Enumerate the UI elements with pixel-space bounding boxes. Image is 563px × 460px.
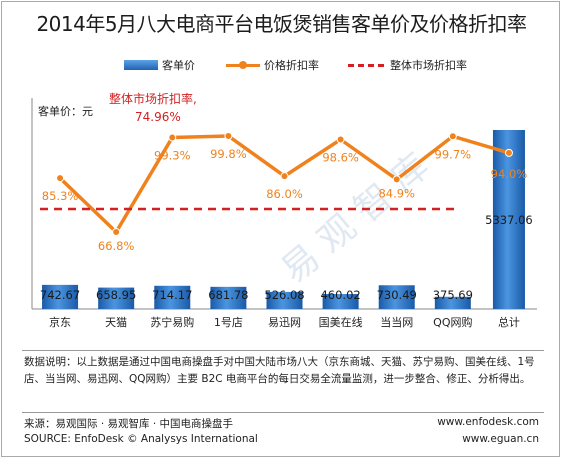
bar-label: 5337.06 xyxy=(485,213,533,227)
market-discount-caption: 整体市场折扣率, xyxy=(109,91,197,106)
bar xyxy=(98,287,135,309)
data-note: 数据说明：以上数据是通过中国电商操盘手对中国大陆市场八大（京东商城、天猫、苏宁易… xyxy=(24,356,535,385)
bar-label: 526.08 xyxy=(264,288,304,302)
bar xyxy=(434,296,471,309)
bar xyxy=(42,284,79,309)
x-tick-label: 总计 xyxy=(498,315,520,329)
bar xyxy=(210,286,247,309)
line-point xyxy=(112,228,121,236)
bar xyxy=(378,285,415,309)
legend-bar-label: 客单价 xyxy=(162,59,195,72)
source-en: SOURCE: EnfoDesk © Analysys Internationa… xyxy=(24,433,258,445)
x-tick-label: 天猫 xyxy=(105,316,127,329)
bar-label: 460.02 xyxy=(320,288,360,302)
legend-bar-swatch xyxy=(124,60,158,70)
line-label: 94.0% xyxy=(491,167,528,181)
bar-label: 714.17 xyxy=(152,288,192,302)
x-tick-label: 苏宁易购 xyxy=(150,315,194,329)
line-point xyxy=(448,132,457,141)
footer-divider-bottom xyxy=(22,412,544,413)
chart-title: 2014年5月八大电商平台电饭煲销售客单价及价格折扣率 xyxy=(36,12,527,36)
source-cn: 来源：易观国际 · 易观智库 · 中国电商操盘手 xyxy=(24,418,234,430)
line-point xyxy=(56,174,65,183)
bar-label: 658.95 xyxy=(96,288,136,302)
line-label: 99.7% xyxy=(435,147,472,161)
line-label: 99.8% xyxy=(210,147,247,161)
url-enfodesk: www.enfodesk.com xyxy=(437,416,539,428)
bar-label: 742.67 xyxy=(40,288,80,302)
line-label: 84.9% xyxy=(378,186,415,200)
market-discount-value: 74.96% xyxy=(135,110,181,124)
legend-line-label: 价格折扣率 xyxy=(264,59,319,72)
x-tick-label: QQ网购 xyxy=(433,315,472,329)
line-point xyxy=(336,135,345,144)
bar xyxy=(154,285,191,309)
line-point xyxy=(504,148,513,157)
bar xyxy=(266,291,303,309)
footer-divider-top xyxy=(22,350,544,351)
line-label: 86.0% xyxy=(266,187,303,201)
legend-dashed-swatch xyxy=(348,64,384,67)
bar xyxy=(492,130,525,309)
x-tick-label: 国美在线 xyxy=(319,315,363,329)
bar-label: 681.78 xyxy=(208,288,248,302)
bar-label: 730.49 xyxy=(377,288,417,302)
line-point xyxy=(224,132,233,140)
x-tick-label: 京东 xyxy=(49,315,71,329)
line-label: 66.8% xyxy=(98,239,135,253)
bar-label: 375.69 xyxy=(433,288,473,302)
line-point xyxy=(392,175,401,184)
legend-dashed-label: 整体市场折扣率 xyxy=(390,59,467,72)
y-axis-unit: 客单价：元 xyxy=(38,104,93,118)
line-label: 98.6% xyxy=(322,150,359,164)
bar xyxy=(322,294,359,309)
url-eguan: www.eguan.cn xyxy=(462,433,539,445)
x-tick-label: 易迅网 xyxy=(268,316,301,329)
line-label: 85.3% xyxy=(42,189,79,203)
line-point xyxy=(280,172,289,181)
line-point xyxy=(168,133,177,142)
legend-line-marker xyxy=(239,61,247,69)
line-label: 99.3% xyxy=(154,148,191,162)
x-tick-label: 当当网 xyxy=(380,315,413,329)
x-tick-label: 1号店 xyxy=(214,315,243,329)
